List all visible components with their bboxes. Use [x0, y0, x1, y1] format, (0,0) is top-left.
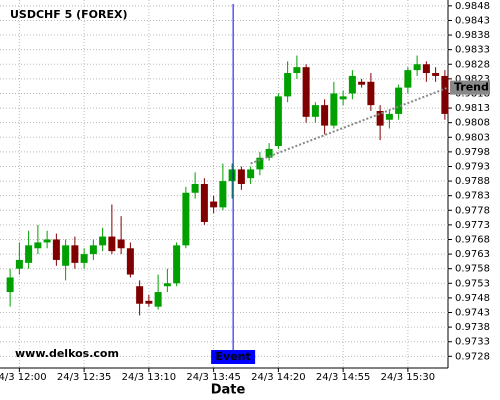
x-tick-label: 24/3 15:30 [381, 372, 435, 383]
y-tick-label: 0.9743 [455, 308, 490, 319]
candle-body [200, 184, 208, 222]
candle-body [274, 96, 282, 147]
x-tick-label: 24/3 13:10 [122, 372, 176, 383]
y-tick-label: 0.9748 [455, 293, 490, 304]
y-tick-label: 0.9738 [455, 322, 490, 333]
candle-body [43, 239, 51, 243]
candle-body [117, 239, 125, 249]
candle-body [302, 67, 310, 117]
candle-body [25, 245, 33, 263]
candle-body [154, 292, 162, 307]
watermark: www.delkos.com [15, 347, 119, 360]
candle-body [321, 105, 329, 126]
y-tick-label: 0.9753 [455, 278, 490, 289]
candle-body [163, 283, 171, 287]
candle-body [265, 148, 273, 158]
candle-body [62, 245, 70, 266]
x-tick-label: 24/3 12:00 [0, 372, 47, 383]
candle-body [228, 169, 236, 182]
trend-label-box [450, 80, 490, 95]
y-tick-label: 0.9848 [455, 1, 490, 12]
y-tick-label: 0.9808 [455, 118, 490, 129]
candle-body [182, 192, 190, 246]
candle-body [219, 181, 227, 208]
chart-title: USDCHF 5 (FOREX) [10, 8, 127, 21]
trend-line [250, 86, 449, 165]
candle-body [34, 242, 42, 249]
trend-label: Trend [454, 81, 489, 94]
candle-body [15, 259, 23, 269]
y-tick-label: 0.9763 [455, 249, 490, 260]
candle-body [247, 169, 255, 179]
y-tick-label: 0.9843 [455, 15, 490, 26]
candle-body [367, 81, 375, 106]
candle-body [284, 73, 292, 97]
y-tick-label: 0.9778 [455, 205, 490, 216]
candle-body [311, 105, 319, 117]
candle-body [52, 239, 60, 260]
candle-body [210, 201, 218, 208]
candle-body [99, 236, 107, 246]
candle-body [145, 300, 153, 304]
y-tick-label: 0.9833 [455, 45, 490, 56]
x-axis-title: Date [211, 383, 246, 398]
x-tick-label: 24/3 14:55 [316, 372, 370, 383]
y-tick-label: 0.9798 [455, 147, 490, 158]
event-label: Event [216, 350, 251, 363]
candle-body [348, 75, 356, 94]
y-tick-label: 0.9823 [455, 74, 490, 85]
candle-body [422, 64, 430, 74]
y-tick-label: 0.9758 [455, 264, 490, 275]
candle-body [395, 87, 403, 114]
candle-body [191, 184, 199, 193]
candle-body [404, 70, 412, 88]
x-tick-label: 24/3 12:35 [57, 372, 111, 383]
y-tick-label: 0.9788 [455, 176, 490, 187]
y-tick-label: 0.9813 [455, 103, 490, 114]
candle-body [108, 236, 116, 252]
y-tick-label: 0.9828 [455, 59, 490, 70]
candle-body [126, 248, 134, 275]
y-tick-label: 0.9803 [455, 132, 490, 143]
y-tick-label: 0.9783 [455, 191, 490, 202]
y-tick-label: 0.9773 [455, 220, 490, 231]
y-tick-label: 0.9728 [455, 351, 490, 362]
candle-body [330, 93, 338, 126]
candle-body [339, 96, 347, 100]
candle-body [376, 110, 384, 126]
candle-body [237, 169, 245, 184]
candle-body [358, 81, 366, 85]
candle-body [173, 245, 181, 284]
candle-body [293, 67, 301, 74]
candle-body [89, 245, 97, 255]
y-tick-label: 0.9838 [455, 30, 490, 41]
candle-body [441, 75, 449, 114]
candle-body [80, 254, 88, 263]
candle-body [136, 286, 144, 304]
y-tick-label: 0.9793 [455, 161, 490, 172]
candle-body [385, 113, 393, 120]
candle-body [71, 245, 79, 263]
candle-body [432, 73, 440, 76]
candle-body [6, 277, 14, 293]
y-tick-label: 0.9768 [455, 234, 490, 245]
x-tick-label: 24/3 14:20 [251, 372, 305, 383]
x-tick-label: 24/3 13:45 [186, 372, 240, 383]
y-tick-label: 0.9733 [455, 337, 490, 348]
candle-body [256, 157, 264, 170]
event-label-box [211, 350, 256, 364]
candle-body [413, 64, 421, 71]
